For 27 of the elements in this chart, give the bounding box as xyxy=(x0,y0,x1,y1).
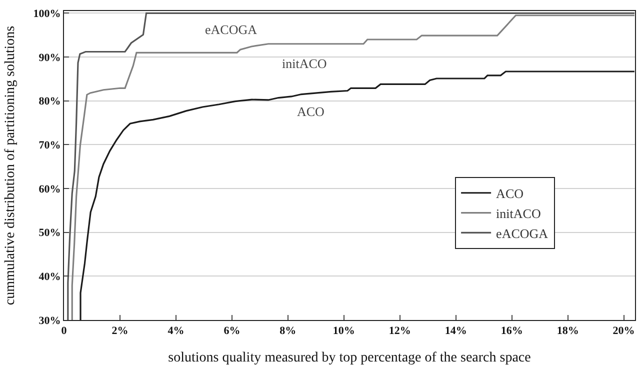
legend-label: eACOGA xyxy=(496,226,549,241)
y-tick-label: 40% xyxy=(38,271,61,284)
legend-label: initACO xyxy=(496,206,541,221)
x-tick-label: 2% xyxy=(112,325,128,338)
y-tick-label: 70% xyxy=(38,140,61,152)
annotation: initACO xyxy=(282,56,327,71)
legend-label: ACO xyxy=(496,186,524,201)
y-tick-label: 90% xyxy=(38,52,61,64)
y-tick-label: 80% xyxy=(38,96,61,108)
x-axis-title: solutions quality measured by top percentage of the search space xyxy=(168,350,531,366)
y-tick-label: 30% xyxy=(38,314,61,327)
x-tick-label: 18% xyxy=(556,325,579,338)
y-tick-label: 60% xyxy=(38,183,61,196)
x-tick-label: 20% xyxy=(612,325,635,338)
y-tick-label: 100% xyxy=(33,8,61,20)
y-tick-label: 50% xyxy=(38,227,61,240)
x-tick-label: 14% xyxy=(444,325,467,338)
x-tick-label: 16% xyxy=(500,325,523,338)
annotation: eACOGA xyxy=(205,22,258,37)
x-tick-label: 6% xyxy=(224,325,240,338)
y-axis-title: cummulative distribution of partitioning solutions xyxy=(2,26,18,306)
annotation: ACO xyxy=(297,104,324,119)
x-tick-label: 10% xyxy=(332,325,355,338)
x-tick-label: 4% xyxy=(168,325,184,338)
x-tick-label: 8% xyxy=(280,325,296,338)
x-tick-label: 12% xyxy=(388,325,411,338)
x-tick-label: 0 xyxy=(61,325,68,338)
